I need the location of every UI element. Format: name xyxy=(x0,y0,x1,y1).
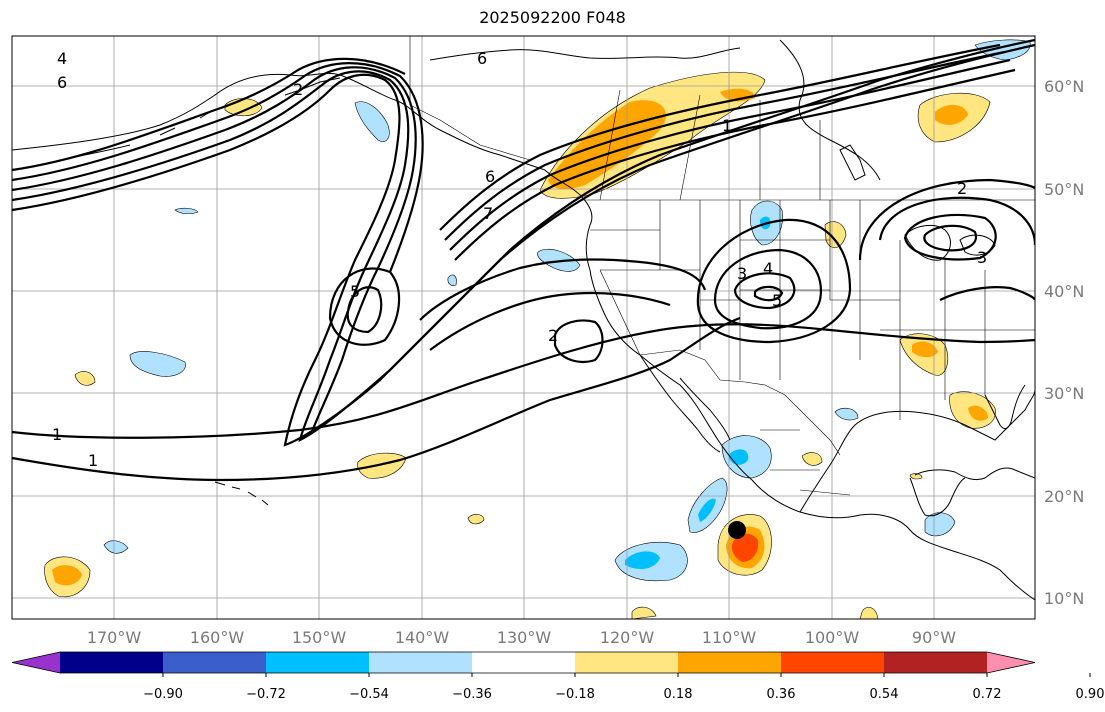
graticule xyxy=(12,36,1035,619)
lat-label: 30°N xyxy=(1044,384,1084,403)
contour-label: 4 xyxy=(57,49,67,68)
lat-label: 10°N xyxy=(1044,589,1084,608)
lon-label: 160°W xyxy=(190,628,245,647)
contour-label: 3 xyxy=(737,264,747,283)
lon-label: 110°W xyxy=(702,628,757,647)
colorbar-extend-low xyxy=(12,652,60,673)
contour-label: 2 xyxy=(293,80,303,99)
colorbar-outline xyxy=(11,651,1036,674)
contour-label: 6 xyxy=(57,73,67,92)
lon-label: 130°W xyxy=(497,628,552,647)
contour-label: 6 xyxy=(477,49,487,68)
colorbar-tick-label: 0.72 xyxy=(973,687,1002,702)
contour-label: 7 xyxy=(483,204,493,223)
colorbar-bin xyxy=(60,652,164,673)
colorbar-tick-label: 0.18 xyxy=(664,687,693,702)
colorbar-tick-label: 0.36 xyxy=(767,687,796,702)
contour-label: 1 xyxy=(52,425,62,444)
colorbar-labels: −0.90 −0.72 −0.54 −0.36 −0.18 0.18 0.36 0.54 0.7… xyxy=(143,673,1104,702)
colorbar-tick-label: 0.90 xyxy=(1076,687,1105,702)
lon-label: 140°W xyxy=(395,628,450,647)
colorbar-bin xyxy=(575,652,679,673)
lon-label: 120°W xyxy=(600,628,655,647)
colorbar-bin xyxy=(678,652,782,673)
colorbar-extend-high xyxy=(987,652,1035,673)
contour-label: 3 xyxy=(977,248,987,267)
lon-label: 150°W xyxy=(292,628,347,647)
colorbar-tick-label: 0.54 xyxy=(870,687,899,702)
colorbar-bin xyxy=(266,652,370,673)
contour-label: 5 xyxy=(772,291,782,310)
contour-label: 1 xyxy=(88,451,98,470)
contours xyxy=(12,38,1035,482)
lat-label: 40°N xyxy=(1044,282,1084,301)
contour-label: 4 xyxy=(763,259,773,278)
contour-labels: 4 6 6 1 1 2 2 3 4 5 5 6 7 1 2 3 xyxy=(52,49,987,470)
map-frame xyxy=(11,35,1036,620)
colorbar-bin xyxy=(884,652,988,673)
longitude-labels: 170°W 160°W 150°W 140°W 130°W 120°W 110°… xyxy=(87,628,956,647)
map-title: 2025092200 F048 xyxy=(479,8,626,27)
contour-label: 2 xyxy=(957,179,967,198)
colorbar-tick-label: −0.90 xyxy=(143,687,183,702)
map-area xyxy=(12,36,1035,619)
contour-label: 2 xyxy=(548,326,558,345)
storm-center-marker xyxy=(728,521,746,539)
colorbar-tick-label: −0.54 xyxy=(349,687,389,702)
borders xyxy=(409,36,1035,496)
latitude-labels: 60°N 50°N 40°N 30°N 20°N 10°N xyxy=(1044,77,1084,608)
colorbar-bin xyxy=(163,652,267,673)
colorbar-bin xyxy=(781,652,885,673)
colorbar-tick-label: −0.72 xyxy=(246,687,286,702)
colorbar-bin xyxy=(472,652,576,673)
lon-label: 90°W xyxy=(912,628,956,647)
colorbar-bin xyxy=(369,652,473,673)
contour-label: 5 xyxy=(350,282,360,301)
colorbar-tick-label: −0.36 xyxy=(452,687,492,702)
colorbar xyxy=(11,651,1036,674)
lat-label: 20°N xyxy=(1044,487,1084,506)
contour-label: 6 xyxy=(485,167,495,186)
lon-label: 100°W xyxy=(805,628,860,647)
lat-label: 60°N xyxy=(1044,77,1084,96)
lon-label: 170°W xyxy=(87,628,142,647)
contour-label: 1 xyxy=(722,116,732,135)
colorbar-tick-label: −0.18 xyxy=(555,687,595,702)
lat-label: 50°N xyxy=(1044,180,1084,199)
